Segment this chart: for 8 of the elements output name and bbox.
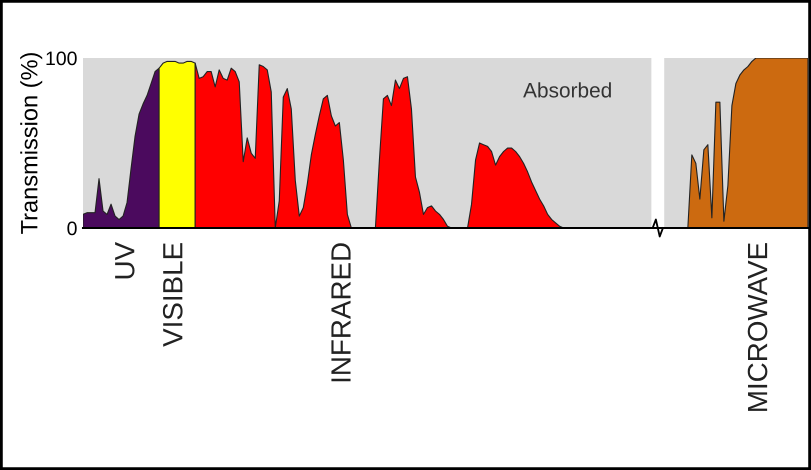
annotation: Absorbed: [523, 82, 611, 98]
x-tick-label: INFRARED: [331, 243, 351, 382]
y-tick-label: 100: [46, 51, 77, 66]
y-tick-label: 0: [67, 221, 77, 236]
y-axis-title: Transmission (%): [20, 53, 42, 234]
x-tick-label: UV: [115, 242, 135, 278]
x-tick-label: VISIBLE: [162, 243, 183, 347]
x-tick-label: MICROWAVE: [748, 243, 768, 411]
